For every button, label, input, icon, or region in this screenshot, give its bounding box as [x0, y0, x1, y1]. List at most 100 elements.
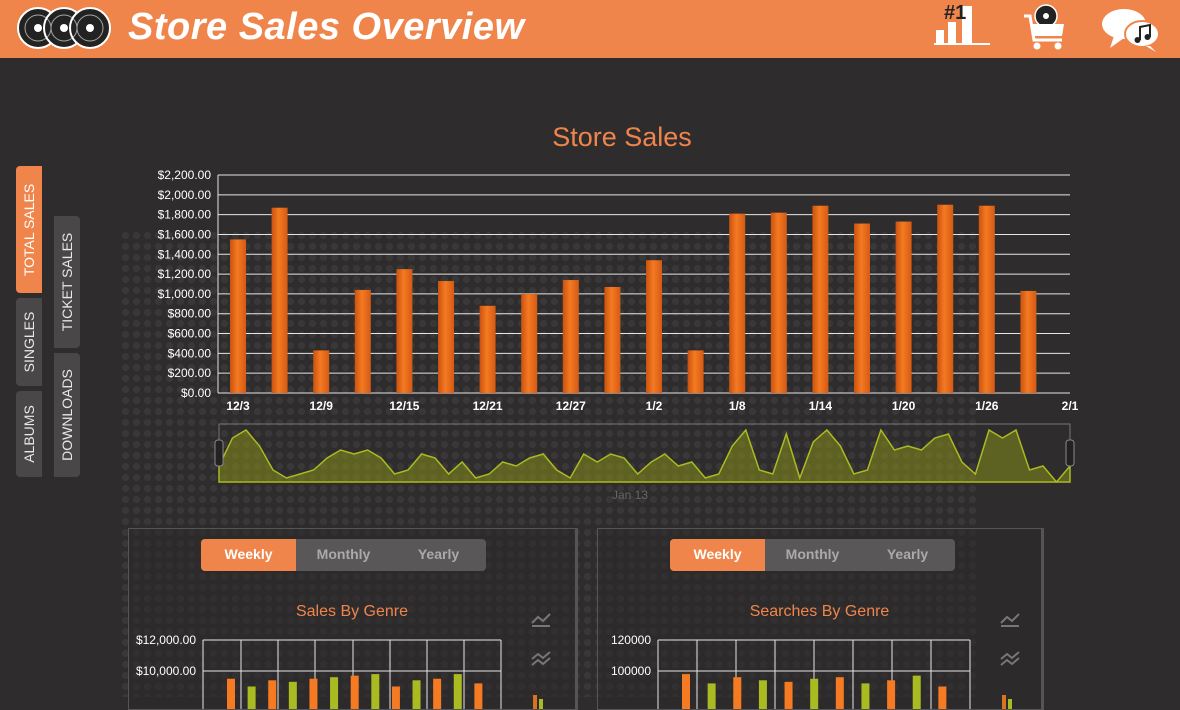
bar — [895, 221, 912, 393]
tab-singles[interactable]: SINGLES — [16, 298, 42, 386]
bar — [854, 223, 870, 393]
bar — [733, 677, 742, 709]
bar — [937, 204, 954, 393]
yearly-button[interactable]: Yearly — [417, 546, 460, 562]
y-tick-label: $1,000.00 — [158, 287, 212, 301]
x-tick-label: 12/15 — [389, 399, 419, 413]
panel-title: Sales By Genre — [295, 603, 409, 620]
tab-ticket-sales-label: TICKET SALES — [59, 232, 75, 332]
right-range-handle — [1065, 439, 1075, 467]
bar — [350, 675, 359, 709]
y-tick-label: 120000 — [611, 633, 651, 647]
monthly-button[interactable]: Monthly — [316, 546, 371, 562]
weekly-button[interactable]: Weekly — [670, 539, 765, 571]
bar — [835, 677, 844, 709]
navigator-axis-label: Jan 13 — [612, 488, 648, 502]
sales-by-genre-chart: $12,000.00 $10,000.00 — [136, 633, 502, 709]
x-tick-label: 1/26 — [975, 399, 999, 413]
y-tick-label: $12,000.00 — [136, 633, 196, 647]
x-tick-label: 12/21 — [473, 399, 503, 413]
bar — [309, 678, 318, 709]
period-segmented-control[interactable]: Weekly Monthly Yearly — [201, 539, 486, 571]
line-chart-icon[interactable] — [529, 609, 553, 629]
tab-downloads[interactable]: DOWNLOADS — [54, 353, 80, 477]
bar — [453, 674, 462, 709]
left-range-handle — [214, 439, 224, 467]
y-tick-label: $800.00 — [168, 307, 212, 321]
bar — [474, 683, 483, 709]
bar-chart-icon[interactable] — [529, 689, 553, 709]
y-tick-label: $1,400.00 — [158, 247, 212, 261]
bar — [912, 675, 921, 709]
store-sales-chart: $0.00 $200.00 $400.00 $600.00 $800.00 $1,000.… — [158, 168, 1079, 413]
y-tick-label: $1,600.00 — [158, 227, 212, 241]
searches-by-genre-panel: Weekly Monthly Yearly Searches By Genre … — [597, 528, 1044, 710]
x-tick-label: 12/3 — [226, 399, 250, 413]
tab-total-sales-label: TOTAL SALES — [21, 183, 37, 276]
y-tick-label: $1,200.00 — [158, 267, 212, 281]
bar — [604, 286, 621, 393]
line-chart-icon[interactable] — [998, 609, 1022, 629]
y-tick-label: $0.00 — [181, 386, 211, 400]
bar — [758, 680, 767, 709]
bar — [371, 674, 380, 709]
bar — [479, 305, 496, 393]
bar — [810, 678, 819, 709]
tab-albums[interactable]: ALBUMS — [16, 391, 42, 477]
yearly-button[interactable]: Yearly — [886, 546, 929, 562]
bar — [396, 269, 413, 393]
panel-title: Searches By Genre — [749, 603, 890, 620]
bar — [230, 239, 246, 393]
bar — [887, 680, 896, 709]
bar — [271, 207, 288, 393]
bar — [247, 686, 256, 709]
y-tick-label: $200.00 — [168, 366, 212, 380]
period-segmented-control[interactable]: Weekly Monthly Yearly — [670, 539, 955, 571]
bar — [784, 681, 793, 709]
weekly-button[interactable]: Weekly — [201, 539, 296, 571]
bar — [812, 205, 829, 393]
bar — [438, 281, 454, 393]
shopping-cart-icon[interactable] — [1022, 2, 1068, 52]
bar — [562, 280, 579, 393]
x-tick-label: 1/20 — [892, 399, 916, 413]
x-tick-label: 1/2 — [646, 399, 663, 413]
tab-downloads-label: DOWNLOADS — [59, 369, 75, 461]
y-tick-label: $10,000.00 — [136, 664, 196, 678]
x-tick-label: 12/9 — [310, 399, 334, 413]
x-tick-label: 1/14 — [809, 399, 833, 413]
bar — [268, 680, 277, 709]
y-tick-label: $2,000.00 — [158, 188, 212, 202]
y-tick-label: $600.00 — [168, 327, 212, 341]
area-chart-icon[interactable] — [998, 649, 1022, 669]
music-chat-icon[interactable] — [1100, 6, 1162, 54]
bar — [391, 686, 400, 709]
bar — [521, 293, 538, 393]
x-tick-label: 2/1 — [1062, 399, 1079, 413]
tab-ticket-sales[interactable]: TICKET SALES — [54, 216, 80, 348]
app-title: Store Sales Overview — [128, 6, 525, 48]
monthly-button[interactable]: Monthly — [785, 546, 840, 562]
bar — [646, 260, 662, 393]
area-chart-icon[interactable] — [529, 649, 553, 669]
x-tick-label: 1/8 — [729, 399, 746, 413]
bar — [938, 686, 947, 709]
bar — [978, 205, 995, 393]
top-chart-number-one-icon[interactable]: #1 — [934, 2, 990, 46]
navigator-area — [218, 428, 1071, 484]
bar — [330, 677, 339, 709]
bar — [707, 683, 716, 709]
bar — [288, 681, 297, 709]
y-tick-label: $2,200.00 — [158, 168, 212, 182]
y-tick-label: $400.00 — [168, 346, 212, 360]
bar-chart-icon[interactable] — [998, 689, 1022, 709]
vinyl-records-logo-icon — [17, 7, 111, 49]
range-navigator[interactable]: Jan 13 — [210, 420, 1080, 505]
bar — [433, 678, 442, 709]
bar — [687, 350, 704, 393]
tab-total-sales[interactable]: TOTAL SALES — [16, 166, 42, 293]
bar — [412, 680, 421, 709]
bar — [1020, 290, 1037, 393]
bar — [313, 350, 330, 393]
bar — [682, 674, 690, 709]
